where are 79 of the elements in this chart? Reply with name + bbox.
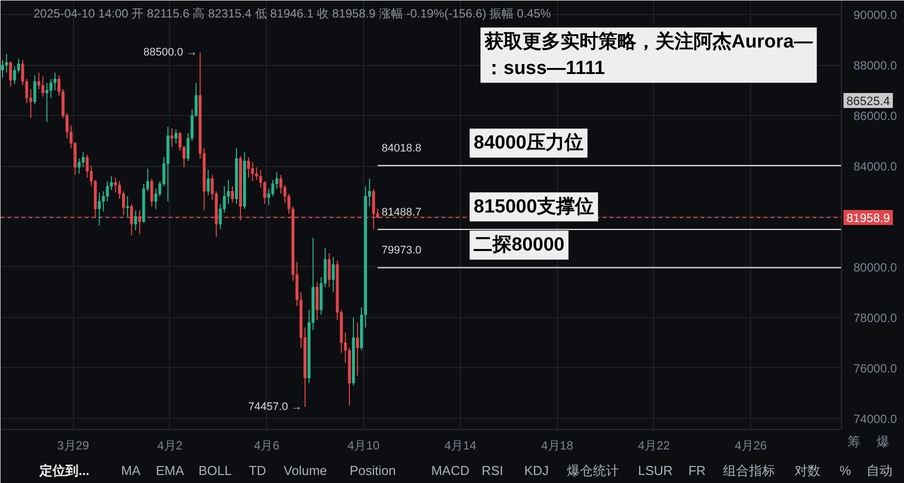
ref-line-label: 81958.9 [846, 211, 890, 226]
candlestick [206, 169, 210, 196]
candlestick [49, 78, 52, 98]
candlestick [86, 154, 89, 178]
text: Volume [284, 463, 328, 478]
text: 组合指标 [723, 463, 776, 478]
candlestick [332, 256, 335, 293]
y-tick-label: 74000.0 [854, 412, 898, 426]
text: LSUR [638, 463, 673, 478]
text: BOLL [198, 463, 232, 478]
x-tick-label: 4月14 [444, 438, 477, 452]
candlestick [53, 72, 56, 91]
candlestick [150, 178, 154, 207]
x-tick-label: 4月22 [638, 438, 670, 452]
annotation: 84000压力位 [474, 132, 584, 154]
candlestick [170, 128, 174, 148]
candlestick [82, 152, 85, 168]
text: Position [350, 463, 396, 478]
candlestick [328, 252, 331, 288]
candlestick [5, 53, 8, 74]
text: 爆 [876, 434, 890, 449]
x-tick-label: 4月6 [254, 438, 280, 452]
y-tick-label: 84000.0 [854, 160, 898, 174]
y-tick-label: 90000.0 [854, 8, 898, 22]
candlestick [106, 180, 109, 202]
ref-line-label: 79973.0 [382, 244, 422, 257]
text: MACD [431, 463, 470, 478]
ref-line-label: 81488.7 [382, 206, 422, 218]
candlestick [13, 66, 16, 85]
candlestick [251, 162, 254, 182]
candlestick [134, 210, 138, 231]
y-tick-label: 76000.0 [854, 361, 898, 376]
candlestick [174, 128, 178, 144]
ref-line-label: 84018.8 [382, 142, 422, 155]
x-tick-label: 3月29 [57, 438, 90, 452]
text: 86525.4 [846, 94, 890, 108]
x-tick-label: 4月10 [348, 438, 380, 452]
text: 对数 [794, 463, 820, 478]
text: % [840, 463, 852, 478]
candlestick [33, 74, 36, 105]
y-tick-label: 86000.0 [854, 109, 898, 124]
x-tick-label: 4月2 [157, 438, 183, 452]
text: KDJ [524, 463, 549, 478]
y-tick-label: 80000.0 [854, 260, 898, 274]
candlestick [247, 156, 250, 178]
text: TD [248, 463, 266, 478]
text: FR [688, 463, 706, 478]
candlestick [114, 176, 117, 194]
candlestick [255, 166, 258, 180]
candlestick [9, 60, 12, 88]
candlestick [98, 192, 101, 226]
y-tick-label: 78000.0 [854, 310, 898, 325]
text: 自动 [866, 463, 892, 478]
text: 2025-04-10 14:00 开 82115.6 高 82315.4 低 81946.1 收 81958.9 涨幅 -0.19%(-156.6) 振幅 0.45% [34, 6, 552, 20]
annotation: 74457.0 → [248, 400, 302, 413]
text: 爆仓统计 [566, 463, 619, 478]
x-tick-label: 4月18 [541, 438, 574, 452]
candlestick [126, 196, 130, 218]
candlestick [230, 186, 234, 204]
candlestick [271, 179, 274, 197]
candlestick [279, 174, 282, 194]
candlestick [316, 282, 319, 320]
y-tick-label: 88000.0 [854, 58, 898, 73]
annotation: 88500.0 → [143, 46, 198, 58]
text: 获取更多实时策略，关注阿杰Aurora— ：suss—1111 [484, 30, 813, 79]
x-tick-label: 4月26 [734, 438, 768, 452]
annotation: 815000支撑位 [474, 195, 594, 218]
annotation: 二探80000 [474, 234, 564, 256]
candlestick [356, 322, 359, 376]
candlestick [78, 158, 81, 174]
text: RSI [482, 463, 504, 478]
candlestick [41, 76, 44, 98]
text: MA [121, 463, 141, 478]
text: 定位到... [38, 463, 90, 478]
text: EMA [156, 463, 184, 478]
candlestick [37, 72, 40, 90]
candlestick [45, 82, 48, 122]
text: 筹 [848, 434, 860, 449]
candlestick [1, 60, 4, 78]
